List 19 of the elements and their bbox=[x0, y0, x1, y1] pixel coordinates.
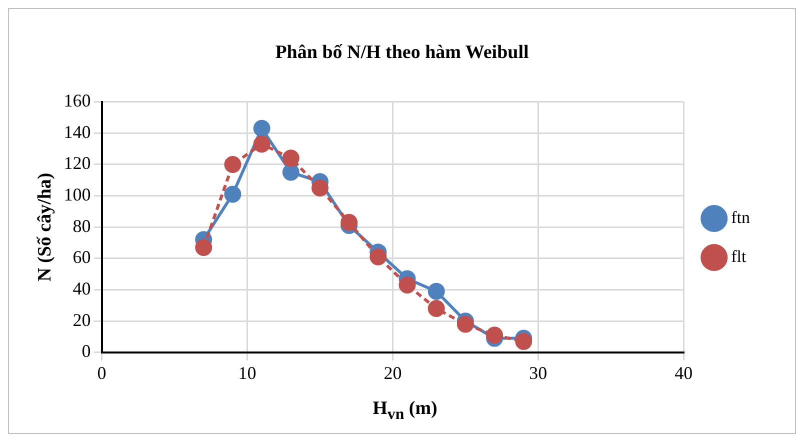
y-tick-label: 140 bbox=[64, 122, 91, 142]
y-tick-label: 40 bbox=[72, 278, 91, 298]
chart-title: Phân bố N/H theo hàm Weibull bbox=[274, 42, 530, 64]
legend-label: ftn bbox=[731, 208, 750, 227]
y-tick-label: 160 bbox=[64, 90, 91, 111]
y-tick-label: 120 bbox=[64, 153, 91, 174]
x-tick-label: 20 bbox=[384, 362, 402, 383]
legend-label: flt bbox=[731, 246, 746, 266]
x-tick-label: 30 bbox=[529, 362, 548, 383]
x-axis-title: H$_{vn}$ (m) bbox=[372, 398, 438, 424]
y-tick-label: 20 bbox=[72, 310, 91, 330]
x-tick-label: 0 bbox=[97, 362, 106, 383]
y-tick-label: 0 bbox=[82, 341, 91, 362]
y-tick-label: 80 bbox=[72, 216, 91, 236]
y-tick-label: 60 bbox=[72, 247, 91, 268]
y-tick-label: 100 bbox=[64, 184, 91, 205]
x-tick-label: 10 bbox=[238, 362, 256, 383]
y-axis-title: N (Số cây/ha) bbox=[34, 172, 56, 282]
x-tick-label: 40 bbox=[674, 362, 693, 383]
